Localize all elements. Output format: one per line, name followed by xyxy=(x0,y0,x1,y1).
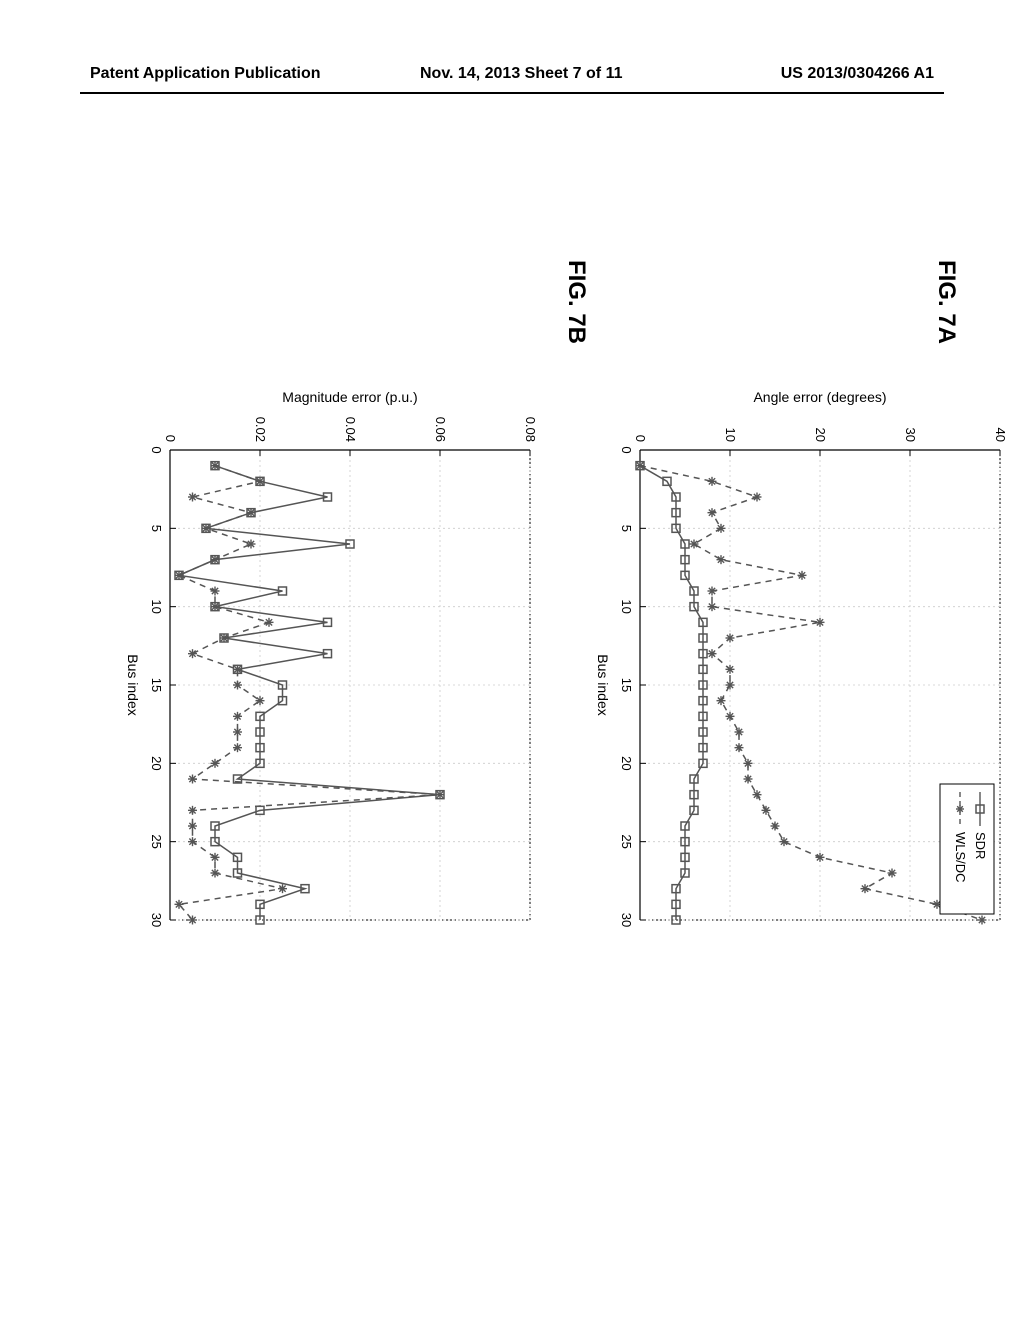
panel-a: 0 10 20 30 40 0 5 10 15 20 25 30 Bus index Angle erro… xyxy=(550,380,1020,940)
svg-text:0.04: 0.04 xyxy=(343,417,358,442)
svg-text:20: 20 xyxy=(149,756,164,770)
svg-text:25: 25 xyxy=(619,834,634,848)
svg-text:40: 40 xyxy=(993,428,1008,442)
svg-text:WLS/DC: WLS/DC xyxy=(953,832,968,883)
svg-text:Angle error (degrees): Angle error (degrees) xyxy=(753,389,886,405)
svg-text:15: 15 xyxy=(619,678,634,692)
svg-text:10: 10 xyxy=(619,599,634,613)
svg-text:0: 0 xyxy=(633,435,648,442)
svg-text:30: 30 xyxy=(619,913,634,927)
svg-text:0: 0 xyxy=(163,435,178,442)
svg-text:0: 0 xyxy=(149,446,164,453)
svg-text:30: 30 xyxy=(149,913,164,927)
svg-text:5: 5 xyxy=(149,525,164,532)
svg-text:0.08: 0.08 xyxy=(523,417,538,442)
header-center: Nov. 14, 2013 Sheet 7 of 11 xyxy=(420,65,622,83)
svg-text:Bus index: Bus index xyxy=(125,654,141,715)
svg-text:25: 25 xyxy=(149,834,164,848)
chart-a-svg: 0 10 20 30 40 0 5 10 15 20 25 30 Bus index Angle erro… xyxy=(580,380,1020,940)
svg-text:15: 15 xyxy=(149,678,164,692)
svg-text:0.06: 0.06 xyxy=(433,417,448,442)
svg-text:10: 10 xyxy=(723,428,738,442)
svg-text:SDR: SDR xyxy=(973,832,988,859)
header-right: US 2013/0304266 A1 xyxy=(781,65,934,83)
header-left: Patent Application Publication xyxy=(90,65,321,83)
panel-b: 0 0.02 0.04 0.06 0.08 0 5 10 15 20 25 30 Bus index Ma… xyxy=(80,380,550,940)
chart-b-svg: 0 0.02 0.04 0.06 0.08 0 5 10 15 20 25 30 Bus index Ma… xyxy=(110,380,550,940)
svg-text:Magnitude error (p.u.): Magnitude error (p.u.) xyxy=(282,389,417,405)
svg-text:20: 20 xyxy=(619,756,634,770)
page-header: Patent Application Publication Nov. 14, … xyxy=(0,65,1024,95)
svg-text:30: 30 xyxy=(903,428,918,442)
figure-container: FIG. 7A FIG. 7B 010203040051015202530Bus… xyxy=(60,380,1020,940)
figure-label-a: FIG. 7A xyxy=(932,260,960,344)
figure-label-b: FIG. 7B xyxy=(562,260,590,344)
svg-text:20: 20 xyxy=(813,428,828,442)
svg-text:0: 0 xyxy=(619,446,634,453)
svg-text:5: 5 xyxy=(619,525,634,532)
svg-text:Bus index: Bus index xyxy=(595,654,611,715)
header-rule xyxy=(80,92,944,94)
svg-text:0.02: 0.02 xyxy=(253,417,268,442)
svg-text:10: 10 xyxy=(149,599,164,613)
